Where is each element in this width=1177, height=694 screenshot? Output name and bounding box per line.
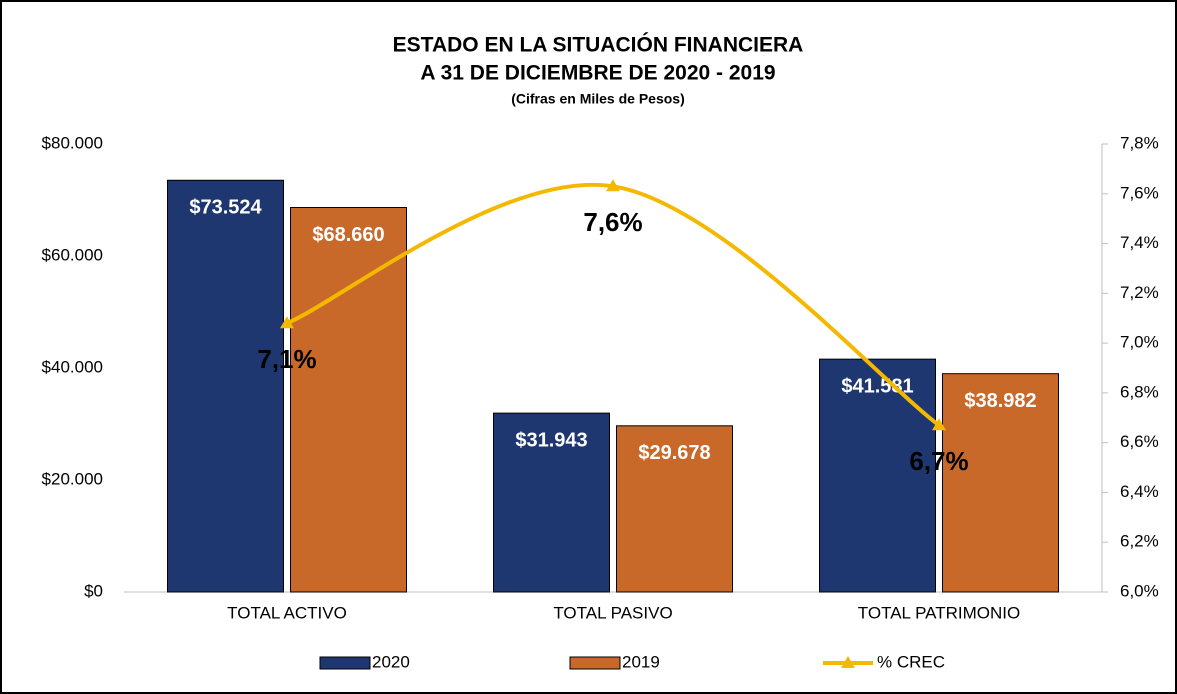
line-marker [932,418,946,431]
line-marker [606,179,620,192]
bar [167,179,284,593]
chart-subtitle: (Cifras en Miles de Pesos) [511,91,685,107]
legend-swatch [319,656,371,670]
chart-title: ESTADO EN LA SITUACIÓN FINANCIERA [393,33,804,57]
y2-tick-label: 7,2% [1120,283,1159,302]
bar [493,412,610,593]
y2-tick-label: 6,6% [1120,432,1159,451]
x-tick-label: TOTAL PATRIMONIO [858,603,1020,622]
bar-value-label: $31.943 [515,429,587,451]
y-tick-label: $0 [84,581,103,600]
bar [616,425,733,593]
bar [942,373,1059,593]
bar-value-label: $73.524 [189,197,262,219]
legend-swatch [569,656,621,670]
y2-tick-label: 7,4% [1120,233,1159,252]
y-tick-label: $60.000 [42,245,103,264]
y-tick-label: $20.000 [42,469,103,488]
line-value-label: 7,6% [583,207,642,237]
bar-value-label: $68.660 [312,224,384,246]
bar-value-label: $29.678 [638,442,710,464]
chart-title: A 31 DE DICIEMBRE DE 2020 - 2019 [420,62,775,85]
x-tick-label: TOTAL PASIVO [553,603,672,622]
y2-tick-label: 7,6% [1120,183,1159,202]
y2-tick-label: 7,0% [1120,333,1159,352]
bar [819,358,936,593]
line-marker [280,316,294,329]
bar-value-label: $41.581 [841,375,913,397]
y2-tick-label: 6,0% [1120,581,1159,600]
y2-tick-label: 6,8% [1120,382,1159,401]
line-value-label: 6,7% [909,446,968,476]
y2-tick-label: 6,2% [1120,532,1159,551]
legend-swatch [841,656,855,668]
legend-label: 2020 [372,652,410,671]
legend-label: 2019 [622,652,660,671]
line-value-label: 7,1% [257,344,316,374]
y-tick-label: $40.000 [42,357,103,376]
y-tick-label: $80.000 [42,133,103,152]
legend-label: % CREC [877,652,945,671]
x-tick-label: TOTAL ACTIVO [227,603,347,622]
y2-tick-label: 7,8% [1120,133,1159,152]
y2-tick-label: 6,4% [1120,482,1159,501]
bar [290,207,407,593]
bar-value-label: $38.982 [964,390,1036,412]
